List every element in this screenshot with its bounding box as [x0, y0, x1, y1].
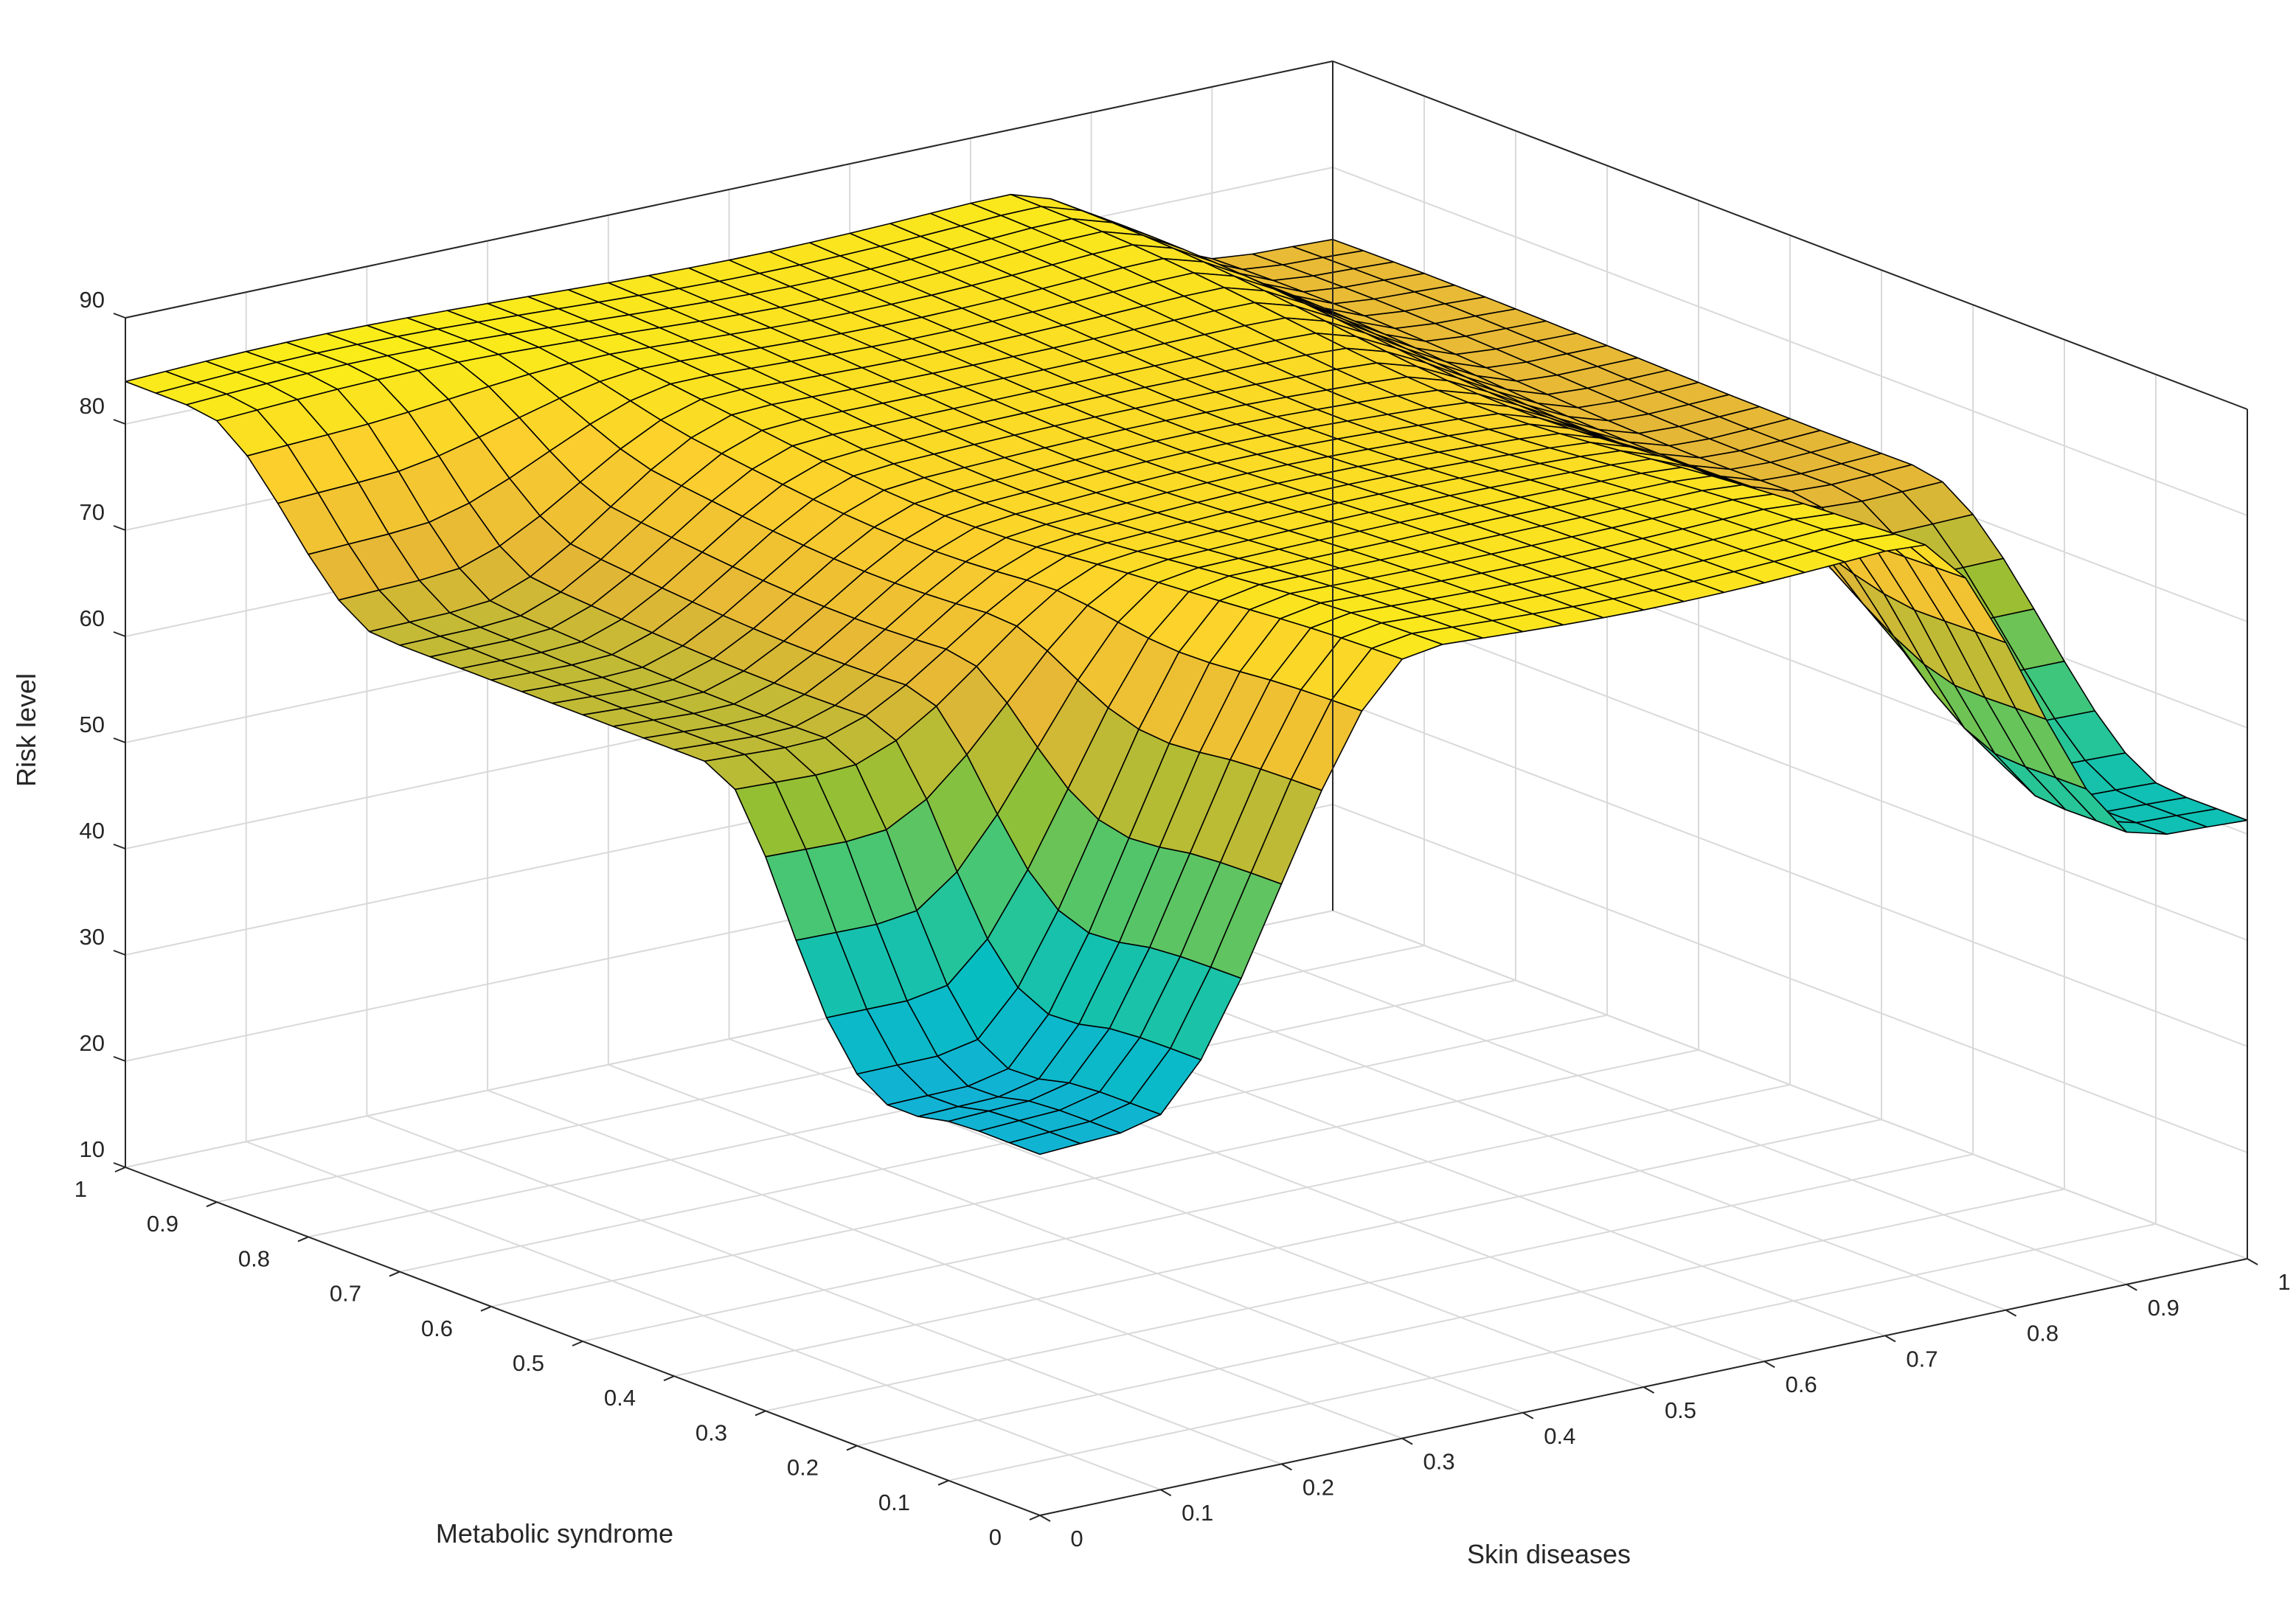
- x-tick-label: 0: [1070, 1526, 1083, 1551]
- x-tick-mark: [1643, 1386, 1654, 1394]
- y-tick-mark: [572, 1341, 583, 1346]
- z-tick-mark: [113, 844, 126, 849]
- y-tick-mark: [755, 1410, 766, 1417]
- z-tick-mark: [113, 950, 126, 956]
- y-tick-label: 0.7: [330, 1281, 361, 1307]
- z-tick-mark: [113, 525, 126, 531]
- z-tick-mark: [113, 631, 126, 637]
- z-axis-title: Risk level: [11, 673, 41, 787]
- y-tick-mark: [846, 1445, 858, 1451]
- y-tick-mark: [206, 1201, 218, 1208]
- z-tick-mark: [113, 1162, 126, 1168]
- grid-line: [582, 1084, 1791, 1342]
- x-axis-title: Skin diseases: [1467, 1539, 1631, 1569]
- x-tick-mark: [1763, 1360, 1775, 1369]
- x-tick-mark: [1280, 1463, 1292, 1471]
- z-tick-mark: [113, 1056, 126, 1062]
- y-tick-mark: [389, 1271, 400, 1277]
- x-tick-label: 0.8: [2027, 1321, 2059, 1346]
- x-tick-mark: [1884, 1335, 1896, 1343]
- x-tick-mark: [2005, 1309, 2017, 1317]
- x-tick-mark: [1401, 1437, 1413, 1445]
- x-tick-label: 0.2: [1303, 1474, 1334, 1500]
- z-tick-label: 90: [80, 287, 105, 313]
- z-tick-mark: [113, 419, 126, 425]
- x-tick-mark: [1039, 1515, 1051, 1522]
- grid-line: [490, 1049, 1699, 1307]
- axes-box: [125, 60, 2248, 1516]
- x-tick-label: 1: [2278, 1269, 2290, 1295]
- y-tick-label: 0.8: [238, 1245, 270, 1271]
- y-tick-label: 0.1: [878, 1490, 910, 1515]
- y-axis-title: Metabolic syndrome: [436, 1518, 673, 1549]
- axis-line: [1332, 60, 2248, 410]
- grid-line: [1091, 961, 2006, 1311]
- x-tick-label: 0.7: [1906, 1346, 1938, 1372]
- x-tick-mark: [1522, 1411, 1534, 1419]
- x-tick-label: 0.1: [1182, 1500, 1213, 1526]
- y-tick-label: 0.4: [604, 1385, 636, 1411]
- x-tick-mark: [1160, 1489, 1172, 1497]
- grid-line: [1211, 935, 2127, 1285]
- surface-cell: [1008, 1131, 1081, 1156]
- x-tick-mark: [2126, 1283, 2137, 1291]
- y-tick-mark: [1029, 1515, 1041, 1521]
- z-tick-label: 60: [80, 605, 105, 631]
- y-tick-label: 1: [74, 1176, 87, 1202]
- z-tick-label: 30: [80, 924, 105, 950]
- x-tick-label: 0.3: [1423, 1449, 1455, 1475]
- y-tick-mark: [480, 1305, 492, 1312]
- x-tick-label: 0.5: [1665, 1397, 1696, 1423]
- y-tick-label: 0: [989, 1524, 1002, 1550]
- z-tick-label: 70: [80, 499, 105, 525]
- z-tick-label: 80: [80, 393, 105, 419]
- axis-line: [125, 60, 1333, 319]
- z-tick-label: 40: [80, 818, 105, 844]
- z-tick-mark: [113, 313, 126, 319]
- x-tick-label: 0.6: [1786, 1372, 1817, 1397]
- grid-line: [399, 1014, 1608, 1273]
- axis-ticks: 00.10.20.30.40.50.60.70.80.9100.10.20.30…: [74, 287, 2291, 1551]
- y-tick-label: 0.2: [787, 1455, 819, 1481]
- y-tick-label: 0.9: [147, 1211, 178, 1237]
- z-tick-mark: [113, 737, 126, 743]
- z-tick-label: 20: [80, 1030, 105, 1056]
- x-tick-mark: [2247, 1258, 2258, 1265]
- surface-mesh: [125, 193, 2248, 1156]
- y-tick-label: 0.6: [421, 1316, 453, 1341]
- y-tick-mark: [297, 1236, 309, 1243]
- z-tick-label: 50: [80, 712, 105, 737]
- y-tick-label: 0.3: [696, 1419, 727, 1445]
- y-tick-label: 0.5: [513, 1350, 544, 1376]
- x-tick-label: 0.9: [2148, 1295, 2179, 1321]
- x-tick-label: 0.4: [1544, 1423, 1575, 1449]
- y-tick-mark: [937, 1479, 949, 1486]
- y-tick-mark: [114, 1167, 126, 1172]
- z-tick-label: 10: [80, 1136, 105, 1162]
- y-tick-mark: [663, 1375, 675, 1382]
